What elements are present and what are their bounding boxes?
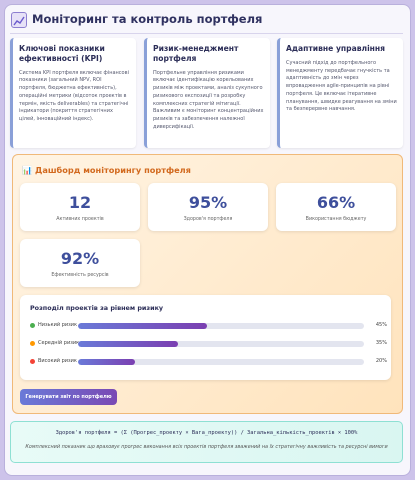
risk-dot xyxy=(30,323,35,328)
metric-value: 92% xyxy=(60,249,100,268)
card-text: Портфельне управління ризиками включає і… xyxy=(153,69,264,130)
card-title: Ключові показники ефективності (KPI) xyxy=(19,44,105,63)
risk-bar xyxy=(78,341,179,347)
risk-label: Низький ризик xyxy=(38,322,78,328)
risk-title: Розподіл проектів за рівнем ризику xyxy=(30,304,164,312)
card-title: Адаптивне управління xyxy=(286,44,386,53)
header-title: Моніторинг та контроль портфеля xyxy=(32,12,263,26)
risk-label: Високий ризик xyxy=(38,358,77,364)
risk-panel xyxy=(20,295,391,380)
metric-value: 12 xyxy=(68,193,92,212)
card-text: Система KPI портфеля включає фінансові п… xyxy=(19,69,129,123)
dashboard-title: 📊 Дашборд моніторингу портфеля xyxy=(22,165,191,175)
formula-box xyxy=(10,421,403,463)
risk-track xyxy=(78,341,364,347)
report-button[interactable]: Генерувати звіт по портфелю xyxy=(20,389,117,405)
metric-value: 95% xyxy=(188,193,228,212)
metric-card: 12 Активних проектів xyxy=(20,183,140,231)
risk-dot xyxy=(30,359,35,364)
icon xyxy=(13,16,25,26)
metric-card: 66% Використання бюджету xyxy=(276,183,396,231)
metric-card: 95% Здоров'я портфеля xyxy=(148,183,268,231)
formula-text: Здоров'я портфеля = (Σ (Прогрес_проекту … xyxy=(55,430,358,436)
risk-dot xyxy=(30,341,35,346)
info-card: Адаптивне управління Сучасний підхід до п… xyxy=(277,38,403,148)
header-icon xyxy=(11,12,27,28)
metric-label: Активних проектів xyxy=(56,217,104,222)
risk-bar xyxy=(78,359,136,365)
metric-value: 66% xyxy=(316,193,356,212)
metric-label: Ефективність ресурсів xyxy=(51,273,109,278)
formula-note: Комплексний показник що враховує прогрес… xyxy=(25,444,388,450)
risk-track xyxy=(78,359,364,365)
risk-value: 45% xyxy=(375,322,387,328)
risk-value: 35% xyxy=(375,340,387,346)
risk-value: 20% xyxy=(375,358,387,364)
divider xyxy=(10,33,403,34)
metric-label: Використання бюджету xyxy=(305,217,367,222)
metric-card: 92% Ефективність ресурсів xyxy=(20,239,140,287)
info-card: Ризик-менеджмент портфеля Портфельне упра… xyxy=(144,38,270,148)
metric-label: Здоров'я портфеля xyxy=(183,217,233,222)
info-card: Ключові показники ефективності (KPI) Сист… xyxy=(10,38,136,148)
risk-track xyxy=(78,323,364,329)
card-title: Ризик-менеджмент портфеля xyxy=(153,44,239,63)
risk-label: Середній ризик xyxy=(38,340,80,346)
card-text: Сучасний підхід до портфельного менеджме… xyxy=(286,59,397,113)
risk-bar xyxy=(78,323,207,329)
